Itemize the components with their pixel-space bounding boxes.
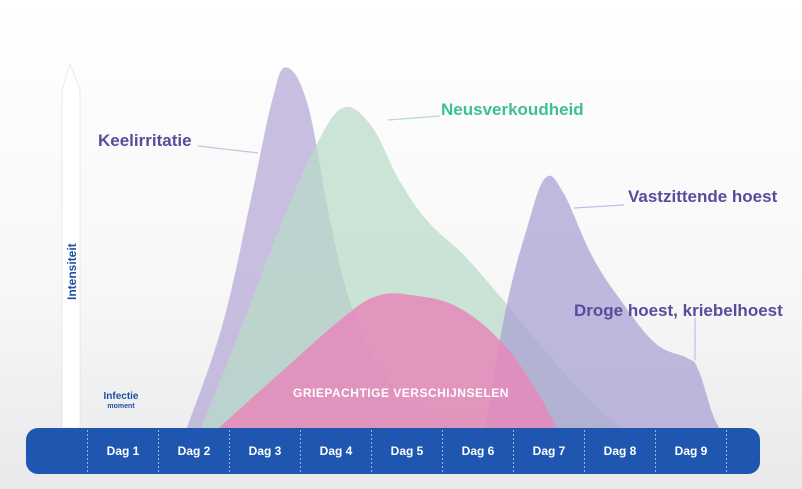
y-axis: Intensiteit bbox=[61, 63, 81, 429]
callout-line-vastzittende bbox=[573, 204, 625, 209]
callout-droge-hoest: Droge hoest, kriebelhoest bbox=[574, 301, 783, 320]
x-tick-label-1: Dag 1 bbox=[107, 444, 140, 458]
infection-annotation: Infectie moment bbox=[103, 391, 138, 410]
griep-inner-label: GRIEPACHTIGE VERSCHIJNSELEN bbox=[293, 386, 509, 400]
callout-vastzittende: Vastzittende hoest bbox=[628, 187, 778, 206]
area-droge-hoest-kriebelhoest bbox=[485, 175, 720, 428]
callout-line-keelirritatie bbox=[197, 145, 259, 154]
area-griepachtige-verschijnselen bbox=[218, 293, 557, 428]
callouts: Keelirritatie Neusverkoudheid Vastzitten… bbox=[98, 100, 783, 360]
x-tick-label-8: Dag 8 bbox=[604, 444, 637, 458]
annotation-line1: Infectie bbox=[103, 391, 138, 402]
callout-neusverkoudheid: Neusverkoudheid bbox=[441, 100, 584, 119]
x-tick-label-2: Dag 2 bbox=[178, 444, 211, 458]
x-tick-label-3: Dag 3 bbox=[249, 444, 282, 458]
y-axis-label: Intensiteit bbox=[65, 243, 79, 300]
annotation-line2: moment bbox=[107, 403, 135, 410]
x-axis-ticks: Dag 1 Dag 2 Dag 3 Dag 4 Dag 5 Dag 6 Dag 7 Dag 8… bbox=[87, 430, 727, 472]
callout-line-neusverkoudheid bbox=[387, 115, 441, 121]
x-axis-bar bbox=[26, 428, 760, 474]
area-series-group bbox=[186, 67, 720, 428]
x-tick-label-9: Dag 9 bbox=[675, 444, 708, 458]
x-tick-label-5: Dag 5 bbox=[391, 444, 424, 458]
x-tick-label-4: Dag 4 bbox=[320, 444, 353, 458]
x-tick-label-7: Dag 7 bbox=[533, 444, 566, 458]
x-tick-label-6: Dag 6 bbox=[462, 444, 495, 458]
x-axis: Dag 1 Dag 2 Dag 3 Dag 4 Dag 5 Dag 6 Dag 7 Dag 8… bbox=[26, 428, 760, 474]
callout-keelirritatie: Keelirritatie bbox=[98, 131, 192, 150]
